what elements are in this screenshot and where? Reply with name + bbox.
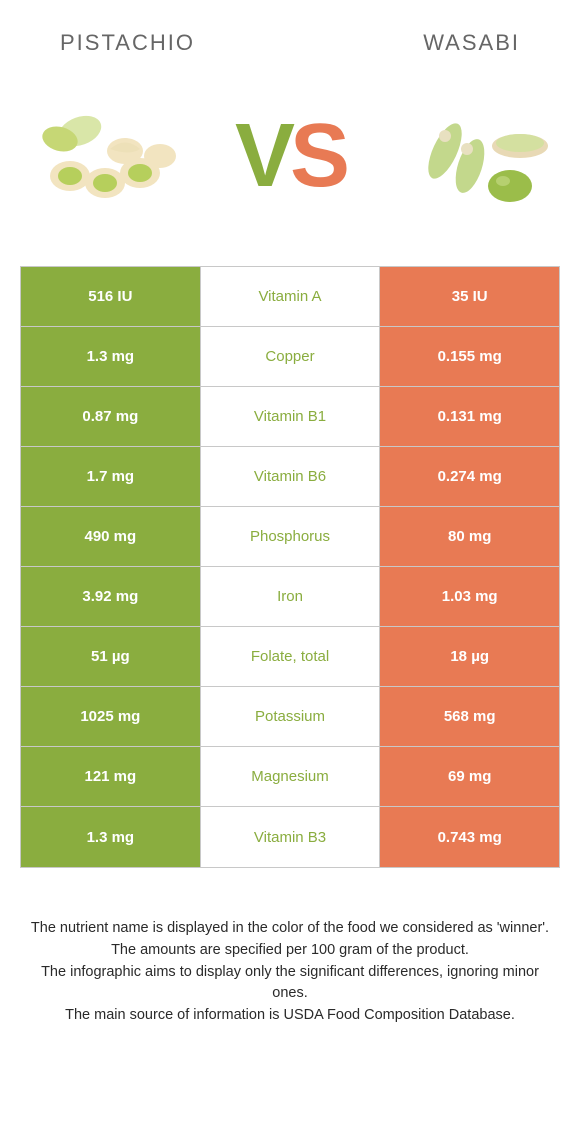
nutrient-left-value: 490 mg [21, 507, 201, 566]
table-row: 490 mgPhosphorus80 mg [21, 507, 559, 567]
table-row: 51 µgFolate, total18 µg [21, 627, 559, 687]
nutrient-right-value: 0.131 mg [380, 387, 559, 446]
table-row: 516 IUVitamin A35 IU [21, 267, 559, 327]
nutrient-right-value: 1.03 mg [380, 567, 559, 626]
table-row: 1025 mgPotassium568 mg [21, 687, 559, 747]
header: PISTACHIO WASABI [0, 0, 580, 66]
nutrient-right-value: 568 mg [380, 687, 559, 746]
nutrient-name: Iron [201, 567, 381, 626]
food-title-right: WASABI [423, 30, 520, 56]
food-title-left: PISTACHIO [60, 30, 195, 56]
vs-s-letter: S [290, 106, 345, 206]
nutrient-right-value: 0.155 mg [380, 327, 559, 386]
nutrient-table: 516 IUVitamin A35 IU1.3 mgCopper0.155 mg… [20, 266, 560, 868]
nutrient-name: Vitamin B6 [201, 447, 381, 506]
nutrient-name: Copper [201, 327, 381, 386]
pistachio-image [30, 91, 185, 221]
nutrient-name: Vitamin A [201, 267, 381, 326]
nutrient-right-value: 0.274 mg [380, 447, 559, 506]
table-row: 1.3 mgVitamin B30.743 mg [21, 807, 559, 867]
table-row: 1.3 mgCopper0.155 mg [21, 327, 559, 387]
footer-line-1: The nutrient name is displayed in the co… [30, 918, 550, 940]
nutrient-left-value: 1.3 mg [21, 327, 201, 386]
nutrient-right-value: 18 µg [380, 627, 559, 686]
nutrient-left-value: 51 µg [21, 627, 201, 686]
table-row: 3.92 mgIron1.03 mg [21, 567, 559, 627]
nutrient-right-value: 69 mg [380, 747, 559, 806]
nutrient-right-value: 80 mg [380, 507, 559, 566]
footer-notes: The nutrient name is displayed in the co… [0, 868, 580, 1047]
nutrient-name: Phosphorus [201, 507, 381, 566]
nutrient-left-value: 3.92 mg [21, 567, 201, 626]
nutrient-left-value: 516 IU [21, 267, 201, 326]
nutrient-name: Vitamin B1 [201, 387, 381, 446]
table-row: 0.87 mgVitamin B10.131 mg [21, 387, 559, 447]
nutrient-name: Potassium [201, 687, 381, 746]
nutrient-name: Magnesium [201, 747, 381, 806]
nutrient-name: Vitamin B3 [201, 807, 381, 867]
footer-line-3: The infographic aims to display only the… [30, 962, 550, 1006]
footer-line-2: The amounts are specified per 100 gram o… [30, 940, 550, 962]
table-row: 121 mgMagnesium69 mg [21, 747, 559, 807]
vs-v-letter: V [235, 106, 290, 206]
nutrient-left-value: 1.3 mg [21, 807, 201, 867]
footer-line-4: The main source of information is USDA F… [30, 1005, 550, 1027]
nutrient-right-value: 0.743 mg [380, 807, 559, 867]
nutrient-left-value: 1.7 mg [21, 447, 201, 506]
nutrient-left-value: 121 mg [21, 747, 201, 806]
wasabi-image [395, 91, 550, 221]
table-row: 1.7 mgVitamin B60.274 mg [21, 447, 559, 507]
hero-row: VS [0, 66, 580, 266]
nutrient-right-value: 35 IU [380, 267, 559, 326]
nutrient-left-value: 1025 mg [21, 687, 201, 746]
nutrient-name: Folate, total [201, 627, 381, 686]
vs-label: VS [235, 111, 345, 201]
nutrient-left-value: 0.87 mg [21, 387, 201, 446]
